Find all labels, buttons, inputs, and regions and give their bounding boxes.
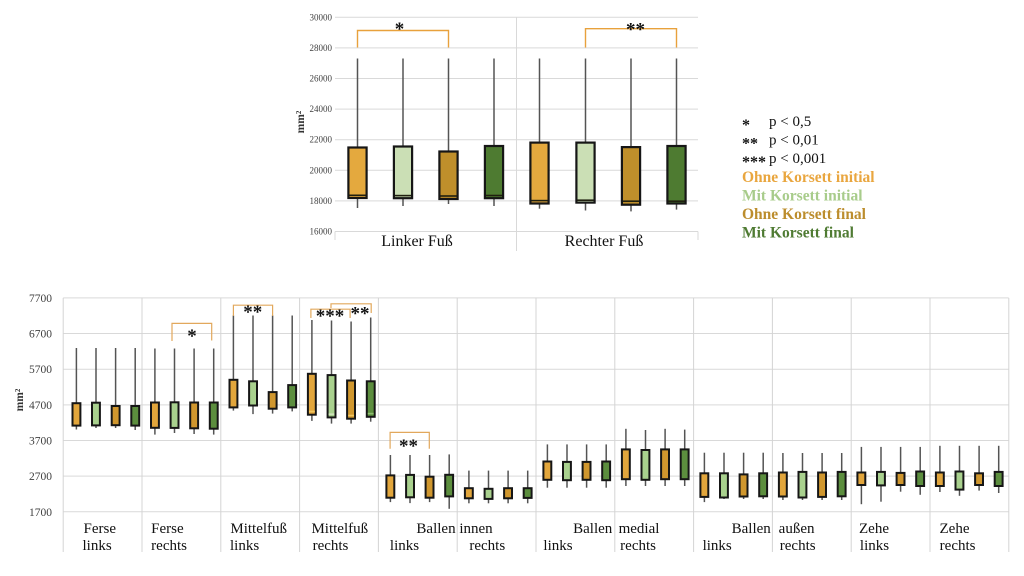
svg-text:p < 0,001: p < 0,001 [769,151,826,167]
svg-text:*: * [395,19,405,40]
svg-text:*: * [187,326,197,347]
svg-text:p < 0,01: p < 0,01 [769,133,819,149]
svg-text:innen: innen [459,521,493,537]
svg-text:medial: medial [619,521,660,537]
svg-text:p < 0,5: p < 0,5 [769,114,811,130]
svg-text:7700: 7700 [29,293,52,305]
svg-text:links: links [390,538,419,554]
svg-text:Mit Korsett final: Mit Korsett final [742,225,855,242]
svg-text:mm²: mm² [295,110,307,133]
svg-text:26000: 26000 [310,74,333,84]
svg-text:Zehe: Zehe [940,521,970,537]
svg-text:links: links [703,538,732,554]
svg-text:1700: 1700 [29,507,52,519]
svg-text:22000: 22000 [310,135,333,145]
svg-text:6700: 6700 [29,329,52,341]
svg-text:Linker Fuß: Linker Fuß [381,233,453,250]
svg-text:Ferse: Ferse [151,521,184,537]
svg-text:links: links [860,538,889,554]
svg-text:4700: 4700 [29,400,52,412]
svg-text:rechts: rechts [940,538,976,554]
svg-text:links: links [543,538,572,554]
svg-text:Mit Korsett initial: Mit Korsett initial [742,188,863,205]
svg-text:Zehe: Zehe [859,521,889,537]
svg-text:**: ** [742,136,758,153]
svg-text:5700: 5700 [29,364,52,376]
svg-text:**: ** [351,304,370,325]
svg-text:Ohne Korsett final: Ohne Korsett final [742,206,867,223]
svg-text:*: * [742,117,750,134]
svg-text:links: links [230,538,259,554]
svg-text:16000: 16000 [310,227,333,237]
svg-text:rechts: rechts [151,538,187,554]
svg-text:18000: 18000 [310,196,333,206]
svg-text:20000: 20000 [310,165,333,175]
svg-text:außen: außen [779,521,815,537]
svg-text:rechts: rechts [780,538,816,554]
svg-text:24000: 24000 [310,104,333,114]
svg-text:links: links [83,538,112,554]
svg-text:Ballen: Ballen [416,521,456,537]
svg-text:Ballen: Ballen [732,521,772,537]
svg-text:2700: 2700 [29,471,52,483]
svg-text:Mittelfuß: Mittelfuß [311,521,368,537]
svg-text:Mittelfuß: Mittelfuß [230,521,287,537]
svg-text:28000: 28000 [310,43,333,53]
svg-text:rechts: rechts [620,538,656,554]
svg-text:**: ** [243,302,262,323]
svg-text:Ballen: Ballen [573,521,613,537]
svg-text:rechts: rechts [469,538,505,554]
svg-text:Rechter Fuß: Rechter Fuß [565,233,644,250]
svg-text:***: *** [742,154,766,171]
svg-text:Ferse: Ferse [84,521,117,537]
svg-text:Ohne Korsett initial: Ohne Korsett initial [742,169,875,186]
svg-text:**: ** [399,436,418,457]
svg-text:***: *** [316,306,345,327]
svg-text:mm²: mm² [14,388,26,411]
svg-text:30000: 30000 [310,12,333,22]
svg-text:3700: 3700 [29,436,52,448]
svg-text:**: ** [626,20,645,41]
svg-text:rechts: rechts [313,538,349,554]
